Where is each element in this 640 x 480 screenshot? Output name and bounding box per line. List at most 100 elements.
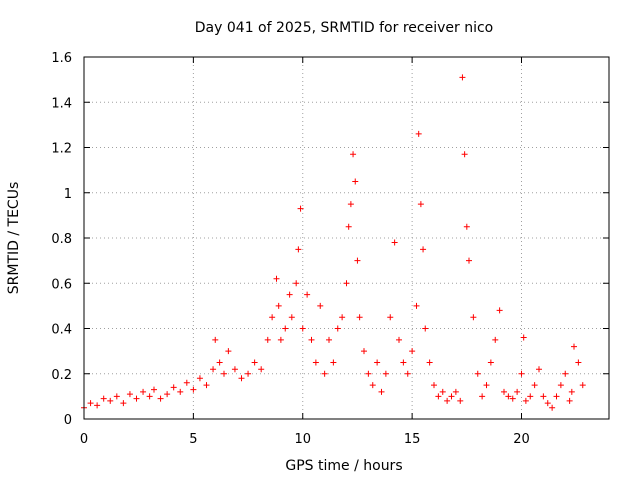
data-point: [297, 205, 304, 212]
data-point: [286, 291, 293, 298]
data-point: [374, 359, 381, 366]
data-point: [431, 382, 437, 389]
data-point: [339, 314, 346, 321]
data-point: [350, 151, 357, 158]
data-point: [330, 359, 337, 366]
data-point: [258, 366, 265, 373]
data-point: [514, 388, 521, 395]
data-point: [190, 386, 197, 393]
data-point: [334, 325, 341, 332]
data-point: [378, 388, 385, 395]
data-point: [157, 395, 164, 402]
data-point: [177, 388, 184, 395]
y-tick-label: 1: [64, 187, 72, 202]
data-point: [164, 391, 171, 398]
data-point: [264, 336, 271, 343]
data-point: [536, 366, 542, 373]
data-point: [295, 246, 302, 253]
data-point: [203, 382, 210, 389]
data-point: [501, 388, 507, 395]
data-point: [562, 370, 569, 377]
data-point: [277, 336, 284, 343]
data-point: [444, 397, 451, 404]
data-point: [196, 375, 203, 382]
x-axis-label: GPS time / hours: [285, 458, 402, 474]
data-point: [566, 397, 573, 404]
data-point: [409, 348, 416, 355]
y-tick-label: 0.4: [51, 323, 72, 338]
data-point: [505, 393, 512, 400]
data-point: [531, 382, 538, 389]
data-point: [417, 201, 424, 208]
data-point: [426, 359, 433, 366]
data-point: [391, 239, 398, 246]
data-point: [457, 397, 464, 404]
data-point: [549, 404, 556, 411]
data-point: [571, 343, 577, 350]
data-point: [120, 400, 127, 407]
data-point: [100, 395, 107, 402]
data-point: [557, 382, 564, 389]
data-point: [212, 336, 219, 343]
data-point: [221, 370, 227, 377]
plot-frame: [83, 56, 610, 420]
data-point: [170, 384, 177, 391]
data-point: [87, 400, 94, 407]
data-point: [448, 393, 455, 400]
data-point: [463, 223, 470, 230]
data-point: [231, 366, 238, 373]
data-point: [422, 325, 429, 332]
data-point: [321, 370, 328, 377]
data-point: [527, 393, 534, 400]
data-point: [312, 359, 319, 366]
data-point: [518, 370, 525, 377]
data-point: [126, 391, 133, 398]
data-point: [317, 302, 324, 309]
data-point: [483, 382, 490, 389]
x-tick-label: 0: [80, 432, 88, 447]
data-point: [151, 386, 157, 393]
data-point: [459, 74, 466, 81]
data-point: [282, 325, 289, 332]
data-point: [479, 393, 486, 400]
data-point: [245, 370, 252, 377]
y-tick-label: 0.2: [51, 368, 72, 383]
y-tick-label: 0.8: [51, 232, 72, 247]
data-point: [396, 336, 402, 343]
data-point: [347, 201, 354, 208]
data-point: [568, 388, 575, 395]
data-point: [415, 130, 422, 137]
data-point: [326, 336, 332, 343]
data-point: [466, 257, 472, 264]
data-point: [365, 370, 372, 377]
data-point: [522, 397, 529, 404]
data-point: [275, 302, 282, 309]
y-tick-label: 0.6: [51, 277, 72, 292]
data-point: [107, 397, 114, 404]
data-point: [492, 336, 499, 343]
data-point: [387, 314, 394, 321]
data-point: [343, 280, 350, 287]
data-point: [352, 178, 359, 185]
axis-ticks: 0 0.2 0.4 0.6 0.8 1 1.2 1.4 1.6 0 5 10 15 20: [51, 51, 609, 447]
data-point: [133, 395, 140, 402]
data-point: [496, 307, 503, 314]
data-point: [140, 388, 147, 395]
data-point: [210, 366, 217, 373]
data-point: [579, 382, 586, 389]
data-point: [439, 388, 446, 395]
data-point: [487, 359, 494, 366]
y-tick-label: 0: [64, 413, 72, 428]
chart-title: Day 041 of 2025, SRMTID for receiver nic…: [195, 20, 493, 36]
data-point: [420, 246, 427, 253]
data-point: [225, 348, 232, 355]
y-tick-label: 1.2: [51, 142, 72, 157]
data-point: [308, 336, 315, 343]
data-point: [509, 395, 516, 402]
data-point: [345, 223, 352, 230]
data-point: [400, 359, 407, 366]
data-point: [544, 400, 551, 407]
data-point: [474, 370, 481, 377]
data-point: [470, 314, 477, 321]
